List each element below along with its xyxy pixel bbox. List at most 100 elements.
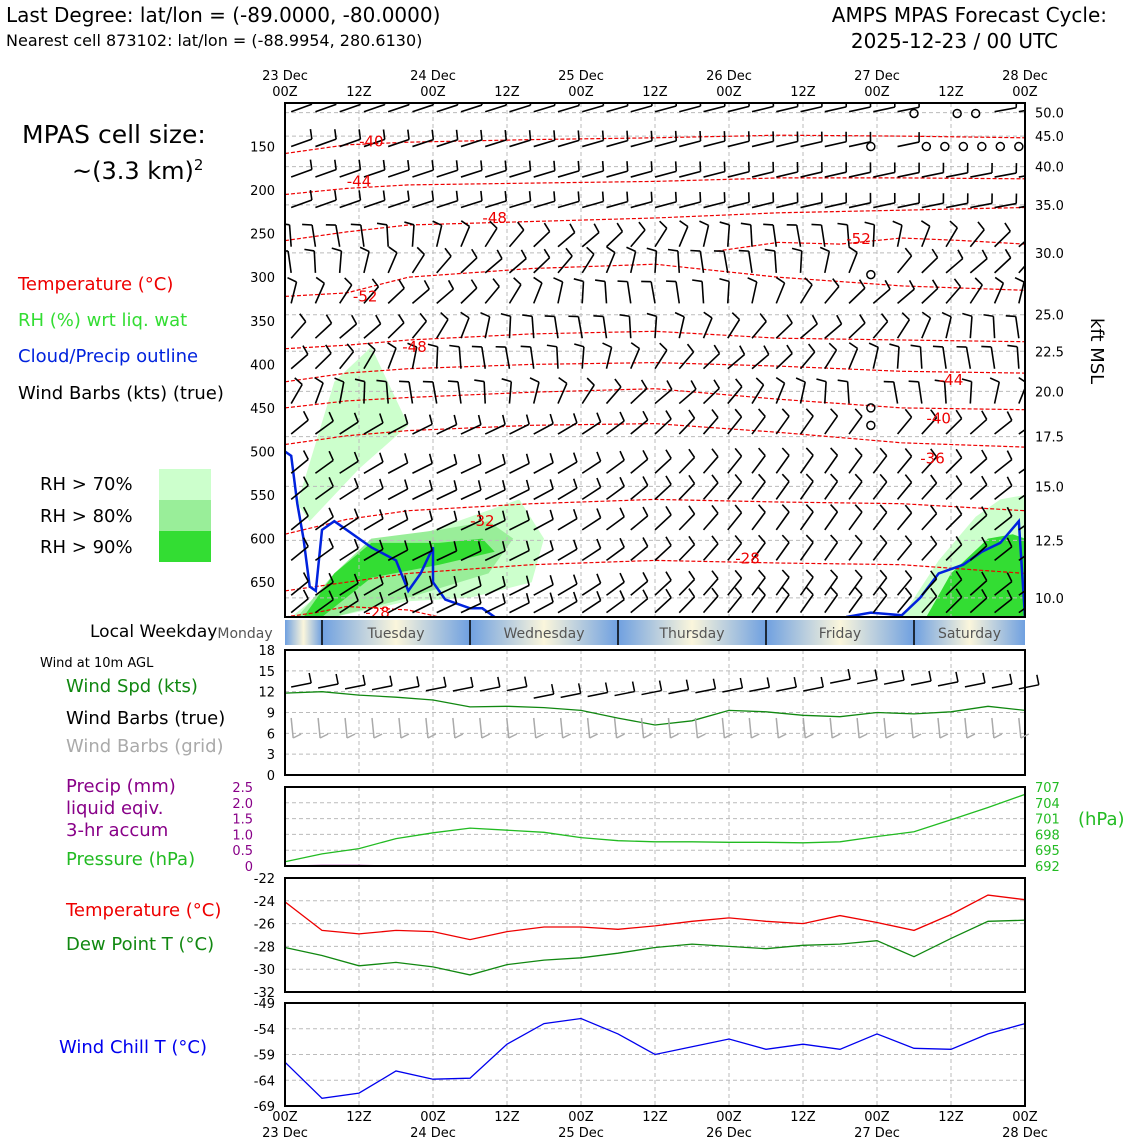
wind-barb-feather bbox=[447, 279, 455, 290]
precip-legend-3: 3-hr accum bbox=[66, 820, 169, 841]
wind-barb-feather bbox=[543, 248, 551, 259]
wind-barb bbox=[626, 281, 632, 304]
wind-barb bbox=[339, 351, 355, 370]
wind-barb bbox=[557, 461, 578, 474]
wind-barb-grid-feather bbox=[993, 733, 1003, 739]
wind-barb bbox=[557, 383, 568, 404]
wind-barb bbox=[533, 422, 554, 435]
wind-barb bbox=[848, 454, 863, 474]
wind-barb-feather bbox=[1027, 248, 1033, 256]
wind-barb-feather bbox=[921, 311, 931, 319]
wind-barb bbox=[702, 512, 719, 531]
wind-barb bbox=[436, 318, 449, 339]
wind-barb-feather bbox=[904, 535, 913, 544]
wind-barb bbox=[1018, 240, 1025, 248]
wind-barb bbox=[727, 594, 743, 614]
wind-barb bbox=[387, 549, 408, 562]
wind-barb-true-feather bbox=[604, 682, 609, 693]
wind-barb bbox=[484, 585, 506, 596]
wind-barb-feather bbox=[758, 534, 766, 544]
wind-barb-feather bbox=[431, 190, 435, 201]
wind-barb bbox=[994, 257, 1012, 274]
wind-barb-feather bbox=[932, 345, 943, 348]
nearest-cell-title: Nearest cell 873102: lat/lon = (-88.9954… bbox=[6, 31, 423, 50]
wind-barb-feather bbox=[601, 191, 605, 202]
wind-barb bbox=[1018, 607, 1025, 614]
wind-barb-grid-feather bbox=[912, 733, 922, 739]
wind-barb bbox=[363, 103, 386, 113]
wind-barb bbox=[412, 169, 434, 178]
wind-tick-label: 6 bbox=[267, 727, 275, 742]
wind-barb-feather bbox=[630, 342, 640, 350]
wind-barb bbox=[969, 458, 988, 474]
wind-barb-feather bbox=[904, 587, 913, 597]
wind-barb bbox=[533, 488, 554, 501]
wind-barb bbox=[606, 459, 625, 474]
wind-barb-feather bbox=[572, 539, 578, 550]
wind-barb bbox=[702, 456, 719, 474]
wind-barb-true-feather bbox=[308, 672, 312, 684]
wind-barb bbox=[436, 585, 457, 596]
bottom-date-label: 24 Dec bbox=[410, 1126, 456, 1140]
wind-barb-feather bbox=[379, 478, 384, 489]
wind-barb bbox=[848, 252, 858, 274]
wind-barb-feather bbox=[955, 505, 963, 515]
wind-barb bbox=[460, 257, 478, 274]
wind-barb-feather bbox=[758, 587, 766, 596]
wind-barb-true bbox=[425, 686, 447, 692]
wind-barb bbox=[751, 455, 766, 474]
wind-barb bbox=[751, 481, 766, 500]
wind-barb bbox=[824, 454, 839, 474]
wind-barb bbox=[412, 488, 433, 501]
wind-barb-feather bbox=[904, 474, 913, 483]
wind-barb bbox=[290, 384, 303, 404]
wind-barb-feather bbox=[711, 409, 719, 418]
wind-barb-feather bbox=[586, 246, 595, 255]
wind-barb-true bbox=[910, 680, 932, 686]
wind-barb-grid bbox=[532, 717, 537, 739]
wind-barb bbox=[582, 200, 604, 209]
wind-barb bbox=[699, 250, 705, 273]
wind-barb-feather bbox=[819, 246, 830, 253]
wind-barb bbox=[727, 140, 750, 148]
wind-barb-feather bbox=[453, 575, 458, 587]
wind-barb bbox=[577, 316, 584, 339]
temp-contour-label: -28 bbox=[365, 604, 390, 622]
wind-barb-feather bbox=[930, 409, 938, 419]
wind-barb-feather bbox=[371, 278, 380, 288]
wind-barb bbox=[606, 598, 625, 614]
wind-barb-feather bbox=[528, 191, 532, 202]
wind-barb-feather bbox=[549, 479, 554, 490]
wind-barb bbox=[994, 515, 1013, 531]
wind-barb-feather bbox=[837, 222, 848, 226]
wind-barb-grid-feather bbox=[454, 733, 464, 739]
wind-barb bbox=[557, 518, 578, 531]
calm-wind-circle bbox=[1014, 141, 1024, 152]
wind-barb bbox=[727, 170, 750, 178]
wind-barb bbox=[581, 384, 595, 404]
wind-barb bbox=[412, 138, 434, 148]
wind-barb-feather bbox=[1014, 276, 1025, 283]
wind-barb bbox=[896, 595, 913, 614]
wind-barb-grid bbox=[802, 717, 806, 739]
top-date-label: 25 Dec bbox=[558, 69, 604, 84]
wind-barb bbox=[872, 481, 888, 500]
wind-barb bbox=[436, 288, 454, 304]
wind-barb bbox=[581, 599, 602, 614]
wind-barb-feather bbox=[1004, 248, 1012, 259]
wind-barb-grid-feather bbox=[643, 733, 652, 739]
wind-barb bbox=[605, 231, 623, 248]
wind-barb-feather bbox=[642, 506, 649, 517]
wind-barb bbox=[460, 585, 482, 596]
wind-barb-true bbox=[991, 683, 1013, 689]
wind-barb-feather bbox=[431, 160, 435, 171]
pressure-tick-label: 400 bbox=[250, 358, 275, 373]
wind-barb-feather bbox=[781, 504, 790, 513]
pressure-right-tick-label: 695 bbox=[1035, 844, 1060, 859]
top-date-label: 28 Dec bbox=[1002, 69, 1048, 84]
wind-barb-feather bbox=[367, 342, 376, 351]
wind-barb bbox=[654, 483, 672, 500]
wind-barb-feather bbox=[690, 249, 701, 252]
wind-barb bbox=[726, 281, 730, 304]
